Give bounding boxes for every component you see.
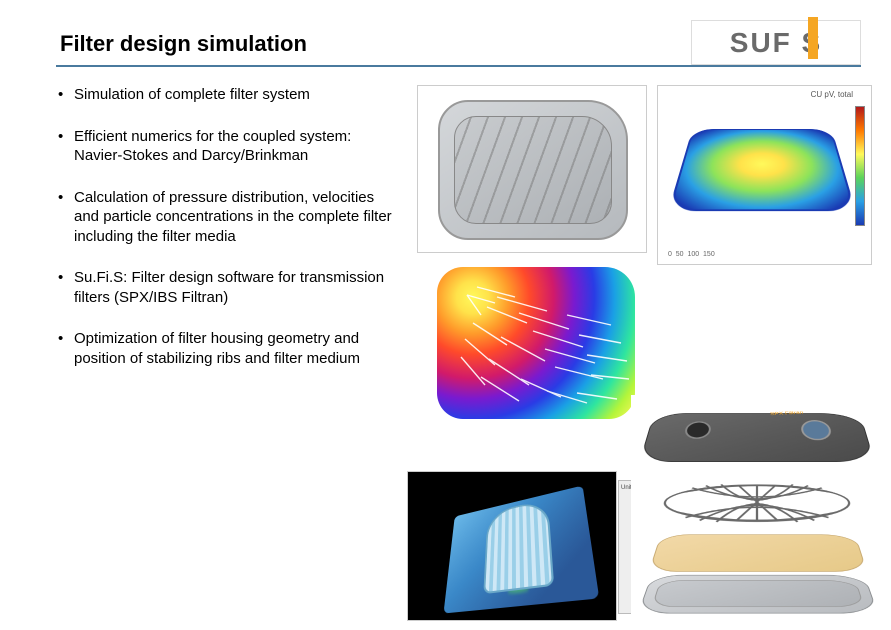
assembly-base-tray: [638, 575, 879, 614]
surface-label: CU pV, total: [811, 90, 853, 99]
figure-housing-cad: [417, 85, 647, 253]
figure-flow-vectors: [431, 261, 641, 425]
vector-overlay: [437, 267, 635, 419]
surface-plot: [668, 129, 856, 211]
assembly-annotation: SPX Filtran: [770, 411, 804, 417]
assembly-filter-media: [649, 534, 868, 571]
housing-shell: [438, 100, 628, 240]
bullet-item: Calculation of pressure distribution, ve…: [56, 188, 401, 247]
cutaway-body: [443, 485, 599, 613]
bullet-item: Optimization of filter housing geometry …: [56, 329, 401, 368]
figure-pressure-surface: CU pV, total 0 50 100 150: [657, 85, 872, 265]
logo-accent-bar: [808, 27, 818, 59]
logo-accent-dot: [808, 17, 818, 27]
bullet-item: Simulation of complete filter system: [56, 85, 401, 105]
bullet-column: Simulation of complete filter system Eff…: [56, 85, 401, 625]
surface-colorbar: [855, 106, 865, 226]
axis-label: 0 50 100 150: [668, 251, 715, 258]
bullet-item: Efficient numerics for the coupled syste…: [56, 127, 401, 166]
figure-exploded-assembly: SPX Filtran: [631, 395, 881, 625]
bullet-item: Su.Fi.S: Filter design software for tran…: [56, 268, 401, 307]
cutaway-hotspot: [508, 559, 528, 596]
assembly-rib-frame: [652, 482, 863, 525]
flow-field: [437, 267, 635, 419]
assembly-top-cover: SPX Filtran: [639, 413, 875, 462]
figure-cutaway-cfd: Units m/s: [407, 471, 617, 621]
sufis-logo: SUF S: [691, 20, 861, 65]
page-title: Filter design simulation: [60, 31, 307, 65]
figure-area: CU pV, total 0 50 100 150: [417, 85, 871, 625]
